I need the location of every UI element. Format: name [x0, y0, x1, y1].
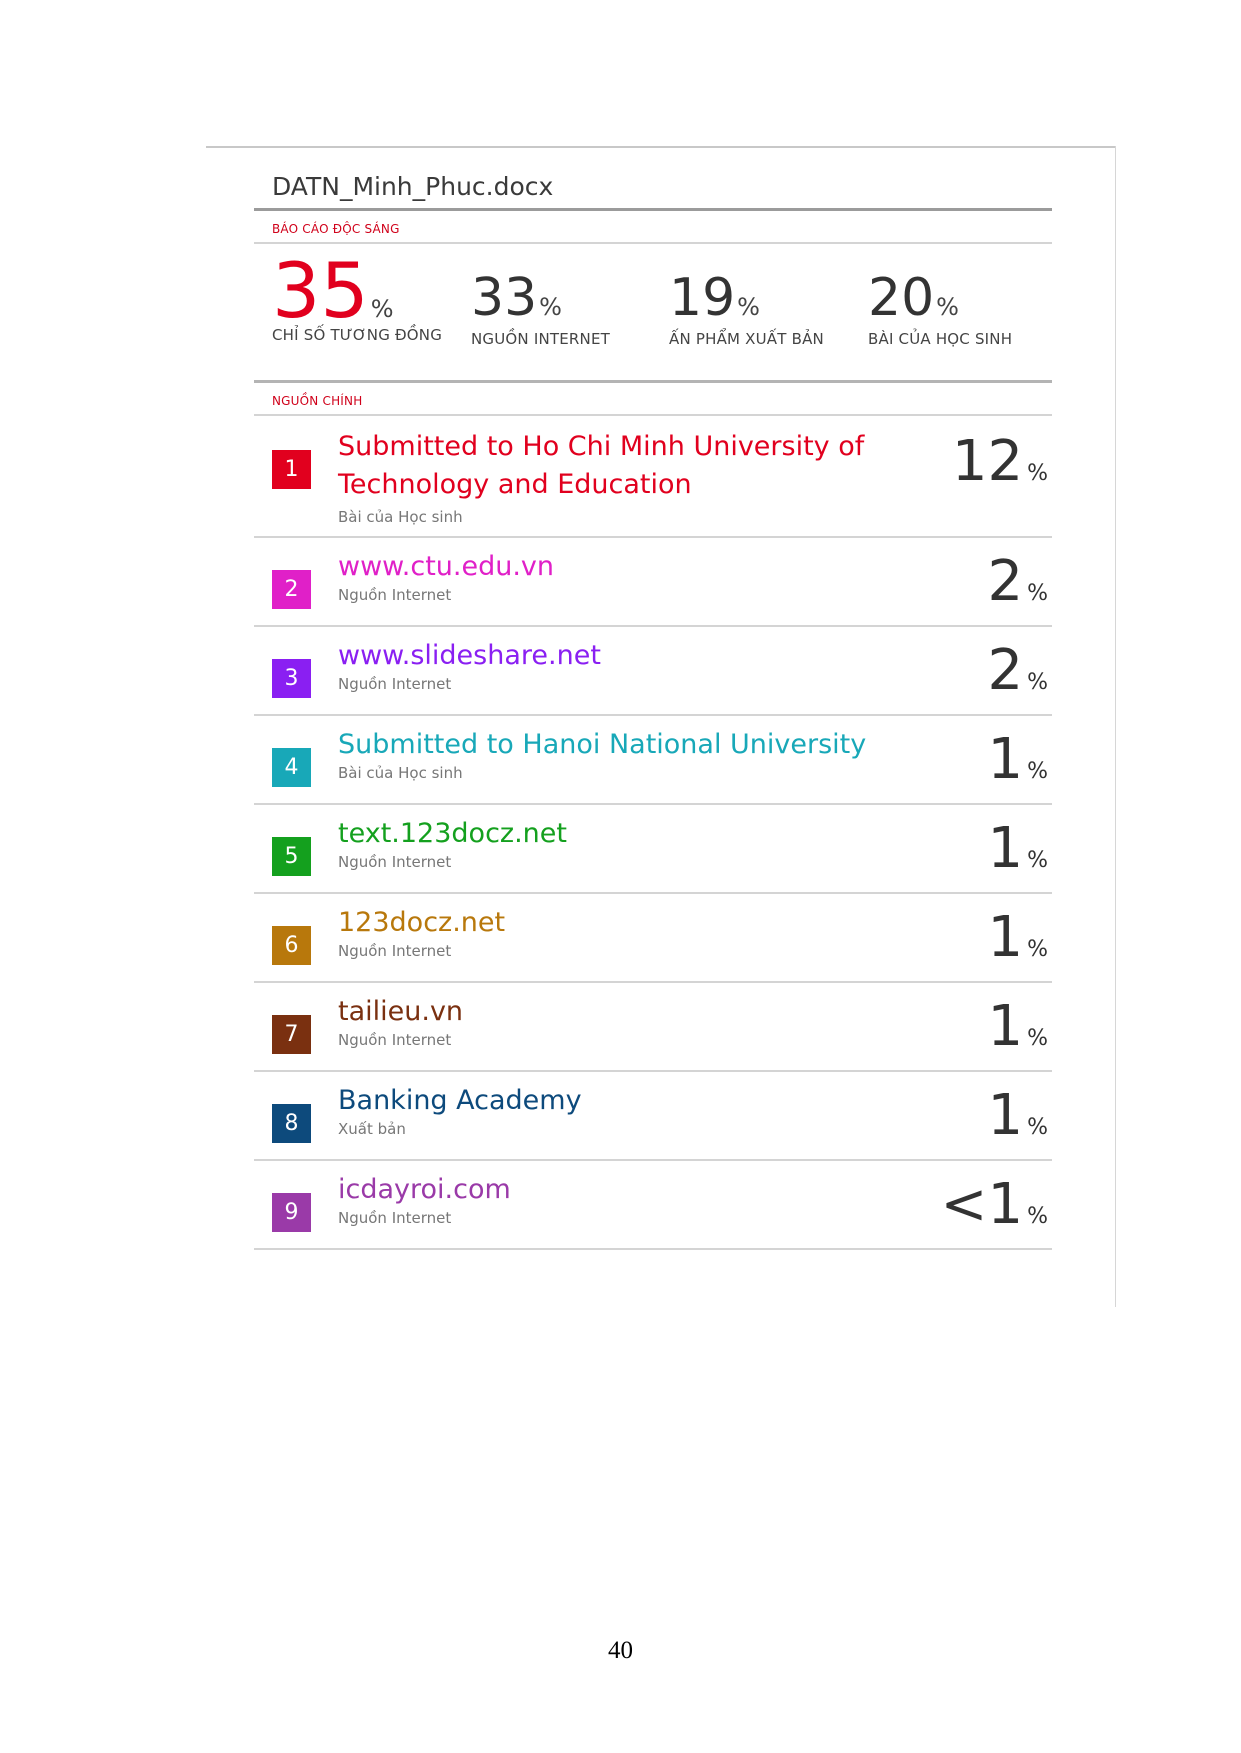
stat-label: CHỈ SỐ TƯƠNG ĐỒNG — [272, 326, 443, 344]
source-percent: 1% — [987, 732, 1048, 788]
stat-unit: % — [936, 293, 959, 321]
percent-value: 1 — [987, 905, 1024, 970]
source-row[interactable]: 3 www.slideshare.net Nguồn Internet 2% — [254, 625, 1052, 716]
rank-badge: 9 — [272, 1193, 311, 1232]
percent-value: 1 — [987, 727, 1024, 792]
source-percent: 1% — [987, 910, 1048, 966]
stat-unit: % — [737, 293, 760, 321]
percent-unit: % — [1027, 1115, 1048, 1140]
percent-value: 1 — [987, 1083, 1024, 1148]
source-type: Nguồn Internet — [338, 675, 452, 693]
document-title: DATN_Minh_Phuc.docx — [272, 172, 554, 201]
source-type: Nguồn Internet — [338, 942, 452, 960]
percent-value: 1 — [987, 994, 1024, 1059]
percent-unit: % — [1027, 848, 1048, 873]
stat-similarity-index: 35% CHỈ SỐ TƯƠNG ĐỒNG — [272, 246, 443, 345]
source-percent: 12% — [952, 434, 1048, 490]
percent-value: <1 — [940, 1172, 1024, 1237]
stat-unit: % — [539, 293, 562, 321]
source-name[interactable]: text.123docz.net — [338, 818, 567, 849]
stat-value: 20 — [868, 268, 935, 328]
report-frame-top — [206, 146, 1116, 148]
percent-unit: % — [1027, 1204, 1048, 1229]
source-type: Nguồn Internet — [338, 1209, 452, 1227]
percent-value: 12 — [951, 429, 1024, 494]
rank-badge: 1 — [272, 450, 311, 489]
stats-divider — [254, 380, 1052, 383]
source-percent: 1% — [987, 821, 1048, 877]
stat-student-papers: 20% BÀI CỦA HỌC SINH — [868, 272, 1012, 348]
percent-unit: % — [1027, 670, 1048, 695]
rank-badge: 4 — [272, 748, 311, 787]
percent-unit: % — [1027, 581, 1048, 606]
rank-badge: 7 — [272, 1015, 311, 1054]
source-percent: 1% — [987, 1088, 1048, 1144]
primary-sources-label: NGUỒN CHÍNH — [272, 394, 363, 408]
originality-report-label: BÁO CÁO ĐỘC SÁNG — [272, 222, 400, 236]
source-type: Nguồn Internet — [338, 586, 452, 604]
percent-unit: % — [1027, 937, 1048, 962]
source-type: Nguồn Internet — [338, 853, 452, 871]
stat-value: 19 — [669, 268, 736, 328]
source-row[interactable]: 5 text.123docz.net Nguồn Internet 1% — [254, 803, 1052, 894]
stat-label: ẤN PHẨM XUẤT BẢN — [669, 330, 824, 348]
percent-value: 1 — [987, 816, 1024, 881]
rank-badge: 2 — [272, 570, 311, 609]
source-percent: 2% — [987, 643, 1048, 699]
source-row[interactable]: 2 www.ctu.edu.vn Nguồn Internet 2% — [254, 536, 1052, 627]
rank-badge: 5 — [272, 837, 311, 876]
stat-label: NGUỒN INTERNET — [471, 330, 610, 348]
stat-value: 33 — [471, 268, 538, 328]
source-name[interactable]: icdayroi.com — [338, 1174, 511, 1205]
stat-unit: % — [370, 295, 394, 323]
percent-value: 2 — [987, 549, 1024, 614]
page-number: 40 — [608, 1637, 633, 1664]
rank-badge: 6 — [272, 926, 311, 965]
section-divider — [254, 242, 1052, 244]
source-type: Nguồn Internet — [338, 1031, 452, 1049]
source-name[interactable]: www.ctu.edu.vn — [338, 551, 555, 582]
source-row[interactable]: 9 icdayroi.com Nguồn Internet <1% — [254, 1159, 1052, 1250]
source-type: Xuất bản — [338, 1120, 406, 1138]
source-row[interactable]: 1 Submitted to Ho Chi Minh University of… — [254, 416, 1052, 538]
stat-publications: 19% ẤN PHẨM XUẤT BẢN — [669, 272, 824, 348]
source-type: Bài của Học sinh — [338, 508, 463, 526]
source-row[interactable]: 8 Banking Academy Xuất bản 1% — [254, 1070, 1052, 1161]
source-name[interactable]: www.slideshare.net — [338, 640, 601, 671]
source-percent: 1% — [987, 999, 1048, 1055]
source-name[interactable]: Submitted to Ho Chi Minh University of T… — [338, 431, 865, 500]
source-name[interactable]: tailieu.vn — [338, 996, 464, 1027]
source-name[interactable]: 123docz.net — [338, 907, 506, 938]
source-name[interactable]: Submitted to Hanoi National University — [338, 729, 867, 760]
stat-internet-sources: 33% NGUỒN INTERNET — [471, 272, 610, 348]
rank-badge: 8 — [272, 1104, 311, 1143]
source-percent: 2% — [987, 554, 1048, 610]
stat-label: BÀI CỦA HỌC SINH — [868, 330, 1013, 348]
percent-unit: % — [1027, 1026, 1048, 1051]
rank-badge: 3 — [272, 659, 311, 698]
percent-value: 2 — [987, 638, 1024, 703]
stat-value: 35 — [272, 246, 369, 335]
percent-unit: % — [1027, 759, 1048, 784]
source-row[interactable]: 6 123docz.net Nguồn Internet 1% — [254, 892, 1052, 983]
title-divider — [254, 208, 1052, 211]
source-type: Bài của Học sinh — [338, 764, 463, 782]
report-frame-right — [1115, 146, 1116, 1307]
source-row[interactable]: 7 tailieu.vn Nguồn Internet 1% — [254, 981, 1052, 1072]
section-divider — [254, 414, 1052, 416]
percent-unit: % — [1027, 461, 1048, 486]
source-row[interactable]: 4 Submitted to Hanoi National University… — [254, 714, 1052, 805]
source-percent: <1% — [941, 1177, 1048, 1233]
source-name[interactable]: Banking Academy — [338, 1085, 582, 1116]
